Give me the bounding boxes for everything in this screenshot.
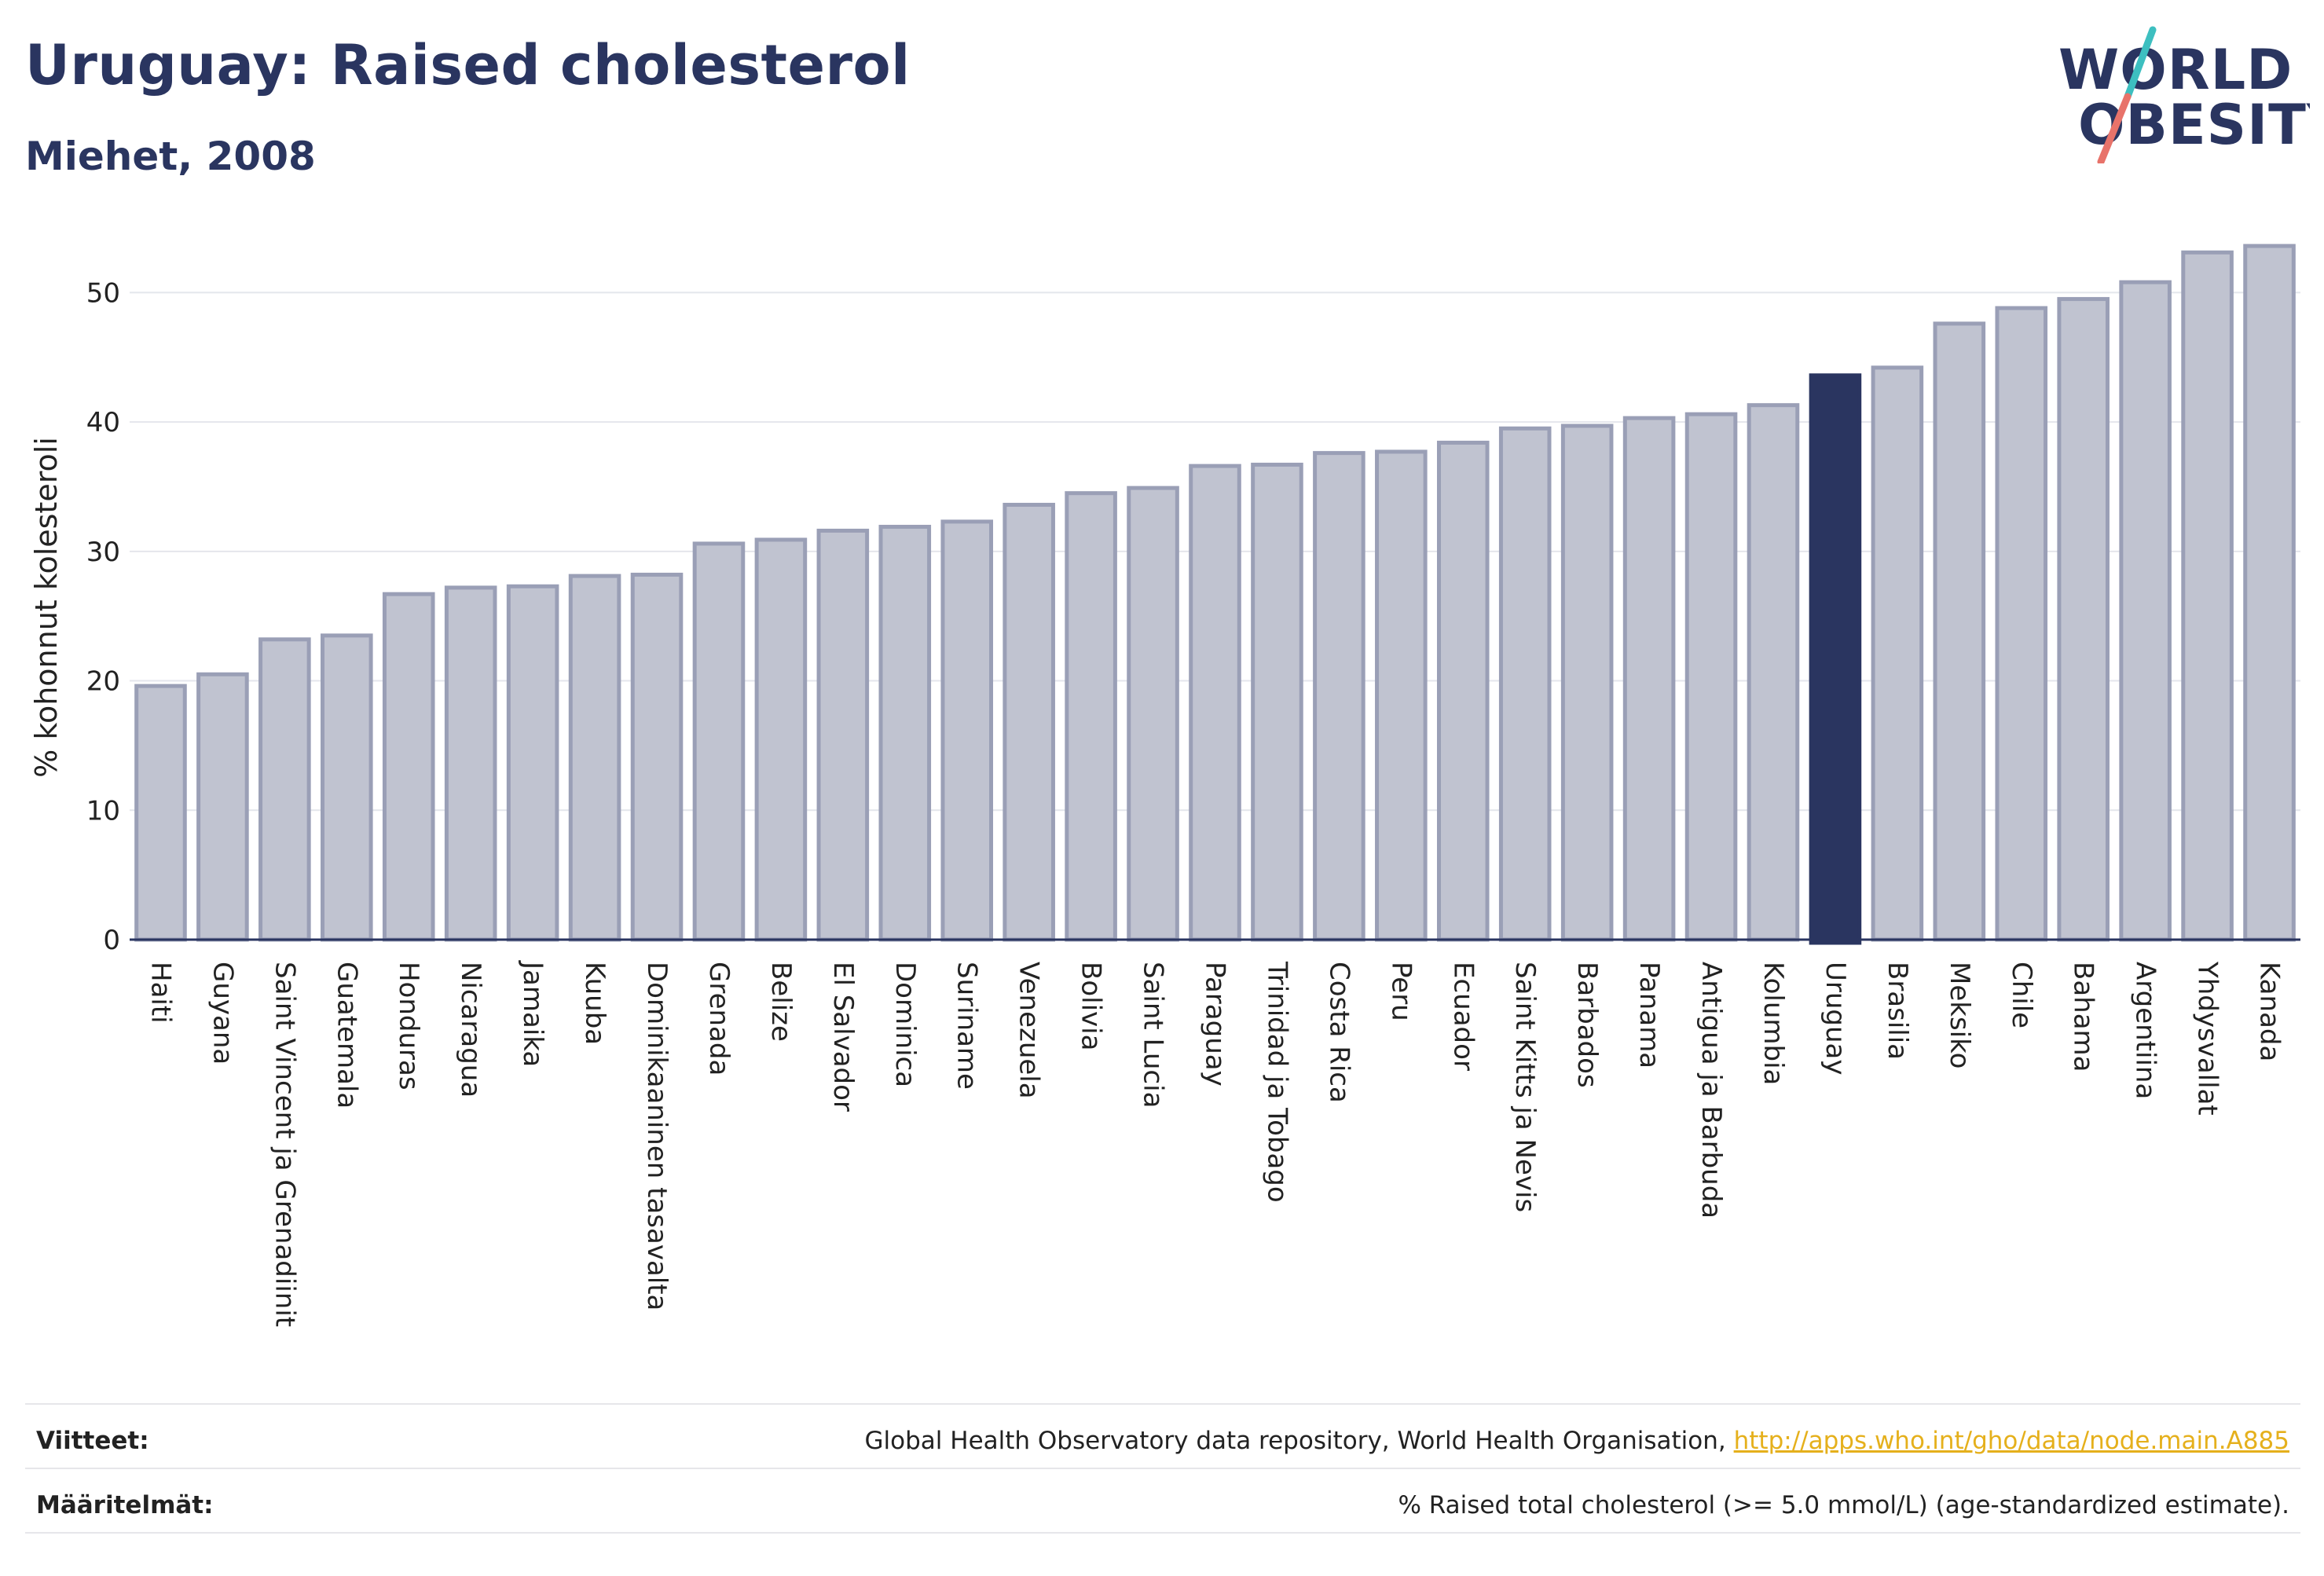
x-tick-label: Honduras xyxy=(393,962,424,1090)
x-tick-label: Jamaika xyxy=(517,960,548,1067)
bar-chart: 0 10 20 30 40 50 Haiti Guyana Saint Vincent ja … xyxy=(29,244,2300,1327)
x-tick-label: Argentiina xyxy=(2130,962,2161,1099)
x-tick-label: Venezuela xyxy=(1014,962,1045,1099)
x-tick-label: Uruguay xyxy=(1820,962,1851,1076)
bar-antigua-ja-barbuda[interactable] xyxy=(1684,412,1738,942)
bar-dominica[interactable] xyxy=(878,525,932,942)
x-axis-labels: Haiti Guyana Saint Vincent ja Grenadiinit G… xyxy=(145,960,2285,1327)
bar-nicaragua[interactable] xyxy=(444,585,497,942)
x-tick-label: Panama xyxy=(1633,962,1665,1068)
x-tick-label: Bahama xyxy=(2068,962,2099,1072)
bar-jamaika[interactable] xyxy=(506,584,559,942)
bars xyxy=(134,244,2296,945)
x-tick-label: Dominica xyxy=(889,962,921,1087)
sources-link[interactable]: http://apps.who.int/gho/data/node.main.A… xyxy=(1733,1427,2289,1455)
x-tick-label: Kolumbia xyxy=(1758,962,1789,1085)
x-tick-label: Chile xyxy=(2006,962,2037,1028)
x-tick-label: Saint Kitts ja Nevis xyxy=(1509,962,1541,1212)
x-tick-label: Nicaragua xyxy=(455,962,486,1098)
bar-guatemala[interactable] xyxy=(321,633,373,942)
x-tick-label: Bolivia xyxy=(1076,962,1107,1050)
bar-kolumbia[interactable] xyxy=(1747,403,1800,942)
y-tick-label: 50 xyxy=(86,277,120,309)
x-tick-label: Saint Vincent ja Grenadiinit xyxy=(269,962,300,1327)
x-tick-label: Costa Rica xyxy=(1323,962,1354,1103)
x-tick-label: Trinidad ja Tobago xyxy=(1261,961,1292,1203)
bar-saint-vincent-ja-grenadiinit[interactable] xyxy=(258,637,311,942)
y-axis-title: % kohonnut kolesteroli xyxy=(29,437,64,778)
x-tick-label: Brasilia xyxy=(1882,962,1913,1060)
definitions-value: % Raised total cholesterol (>= 5.0 mmol/… xyxy=(1398,1491,2289,1519)
y-tick-label: 30 xyxy=(86,537,120,568)
sources-label: Viitteet: xyxy=(36,1427,149,1455)
bar-meksiko[interactable] xyxy=(1933,321,1986,942)
y-axis-ticks: 0 10 20 30 40 50 xyxy=(86,277,120,956)
logo-line-1: WORLD xyxy=(2058,38,2293,102)
bar-haiti[interactable] xyxy=(134,684,187,942)
bar-saint-lucia[interactable] xyxy=(1127,486,1179,942)
x-tick-label: Belize xyxy=(765,962,797,1042)
footer-sources-row: Viitteet: Global Health Observatory data… xyxy=(25,1403,2300,1468)
bar-bahama[interactable] xyxy=(2057,297,2110,942)
bar-el-salvador[interactable] xyxy=(816,528,870,942)
x-tick-label: Ecuador xyxy=(1447,962,1479,1071)
bar-panama[interactable] xyxy=(1622,416,1676,942)
bar-kanada[interactable] xyxy=(2243,244,2296,942)
definitions-label: Määritelmät: xyxy=(36,1491,214,1519)
bar-yhdysvallat[interactable] xyxy=(2181,250,2234,942)
x-tick-label: Peru xyxy=(1385,962,1417,1021)
bar-trinidad-ja-tobago[interactable] xyxy=(1251,462,1303,942)
y-tick-label: 40 xyxy=(86,407,120,438)
bar-costa-rica[interactable] xyxy=(1313,451,1365,942)
x-tick-label: Kuuba xyxy=(579,962,610,1045)
x-tick-label: Antigua ja Barbuda xyxy=(1695,962,1727,1219)
x-tick-label: Suriname xyxy=(951,962,983,1090)
y-tick-label: 20 xyxy=(86,666,120,698)
x-tick-label: Dominikaaninen tasavalta xyxy=(641,962,673,1310)
bar-belize[interactable] xyxy=(754,537,808,942)
bar-paraguay[interactable] xyxy=(1189,464,1241,942)
bar-chile[interactable] xyxy=(1995,306,2048,942)
bar-bolivia[interactable] xyxy=(1065,491,1117,942)
bar-uruguay[interactable] xyxy=(1809,373,1862,945)
x-tick-label: Kanada xyxy=(2254,962,2286,1061)
x-tick-label: Yhdysvallat xyxy=(2192,961,2223,1116)
bar-kuuba[interactable] xyxy=(568,574,621,942)
bar-venezuela[interactable] xyxy=(1003,503,1055,942)
bar-dominikaaninen-tasavalta[interactable] xyxy=(630,572,684,942)
bar-barbados[interactable] xyxy=(1560,423,1614,942)
x-tick-label: Meksiko xyxy=(1944,962,1975,1068)
bar-saint-kitts-ja-nevis[interactable] xyxy=(1498,426,1552,942)
y-tick-label: 0 xyxy=(103,925,120,956)
x-tick-label: El Salvador xyxy=(827,962,859,1112)
chart-title: Uruguay: Raised cholesterol xyxy=(25,33,911,97)
y-tick-label: 10 xyxy=(86,795,120,826)
bar-peru[interactable] xyxy=(1375,449,1428,942)
footer-definitions-row: Määritelmät: % Raised total cholesterol … xyxy=(25,1468,2300,1534)
bar-guyana[interactable] xyxy=(196,672,249,942)
bar-argentiina[interactable] xyxy=(2119,280,2172,942)
logo-slash-teal xyxy=(2124,26,2157,101)
bar-honduras[interactable] xyxy=(382,592,435,942)
x-tick-label: Paraguay xyxy=(1200,962,1231,1087)
x-tick-label: Guatemala xyxy=(331,962,362,1109)
chart-subtitle: Miehet, 2008 xyxy=(25,134,316,179)
sources-text: Global Health Observatory data repositor… xyxy=(864,1427,1734,1455)
logo-slash-coral xyxy=(2097,93,2132,163)
sources-value: Global Health Observatory data repositor… xyxy=(865,1427,2289,1455)
bar-suriname[interactable] xyxy=(940,519,994,942)
x-tick-label: Guyana xyxy=(207,962,238,1065)
bar-ecuador[interactable] xyxy=(1436,440,1490,942)
bar-grenada[interactable] xyxy=(692,541,746,942)
bar-brasilia[interactable] xyxy=(1871,365,1924,942)
x-tick-label: Barbados xyxy=(1571,962,1603,1088)
x-tick-label: Saint Lucia xyxy=(1138,962,1169,1108)
world-obesity-logo: WORLD OBESITY xyxy=(2058,26,2310,163)
x-tick-label: Grenada xyxy=(703,962,735,1076)
x-tick-label: Haiti xyxy=(145,962,176,1024)
